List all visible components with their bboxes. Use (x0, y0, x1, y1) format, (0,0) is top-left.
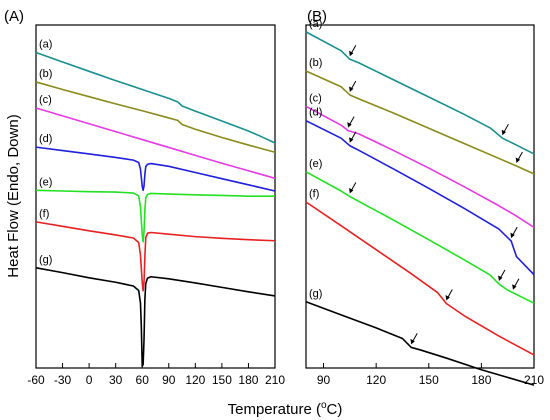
panel-a-label: (A) (4, 8, 24, 25)
curve-b-a (305, 31, 535, 155)
curve-b-f (305, 201, 535, 356)
panel-b-transition-arrows (347, 45, 523, 345)
curve-label: (e) (309, 158, 322, 170)
panel-b-x-axis: 90 120 150 180 210 (317, 363, 544, 387)
x-tick-label: 30 (109, 373, 123, 387)
x-tick-label: 120 (366, 373, 386, 387)
x-tick-label: 0 (86, 373, 93, 387)
transition-arrowhead (501, 129, 507, 136)
x-tick-label: 150 (212, 373, 232, 387)
y-axis-title: Heat Flow (Endo, Down) (5, 114, 22, 277)
curve-a-f (35, 221, 276, 292)
x-tick-label: 120 (185, 373, 205, 387)
x-tick-label: -30 (54, 373, 72, 387)
x-tick-label: 180 (471, 373, 491, 387)
curve-label: (f) (309, 188, 319, 200)
curve-b-e (305, 171, 535, 304)
x-tick-label: 150 (419, 373, 439, 387)
panel-a-curves: (a) (b) (c) (d) (e) (f) (g) (35, 38, 276, 368)
transition-arrowhead (349, 188, 354, 194)
curve-a-e (35, 189, 275, 243)
x-tick-label: -60 (27, 373, 45, 387)
curve-label: (c) (309, 92, 322, 104)
x-tick-label: 90 (162, 373, 176, 387)
curve-label: (d) (309, 107, 322, 119)
curve-label: (a) (309, 18, 322, 30)
panel-b-frame (305, 24, 535, 369)
curve-a-c (35, 107, 276, 180)
transition-arrowhead (445, 295, 450, 301)
x-axis-title-superscript: o (321, 400, 327, 411)
curve-label: (b) (39, 68, 52, 80)
transition-arrowhead (410, 338, 415, 345)
x-tick-label: 210 (265, 373, 285, 387)
x-tick-label: 210 (524, 373, 544, 387)
curve-label: (c) (39, 94, 52, 106)
transition-arrowhead (349, 86, 354, 92)
curve-a-a (35, 51, 276, 144)
transition-arrowhead (512, 284, 517, 290)
curve-b-b (305, 70, 535, 175)
transition-arrowhead (349, 50, 354, 57)
curve-a-b (35, 81, 276, 154)
curve-b-g (305, 301, 535, 386)
panel-b-label: (B) (307, 8, 327, 25)
x-tick-label: 90 (317, 373, 331, 387)
curve-label: (g) (309, 288, 322, 300)
x-axis-title-prefix: Temperature ( (228, 401, 321, 418)
curve-label: (g) (39, 254, 52, 266)
transition-arrowhead (349, 137, 354, 143)
transition-arrowhead (510, 232, 515, 239)
transition-arrowhead (347, 122, 352, 128)
curve-a-g (35, 267, 276, 368)
curve-label: (b) (309, 57, 322, 69)
panel-a-x-axis: -60 -30 0 30 60 90 120 150 180 210 (27, 363, 285, 387)
x-axis-title-suffix: C) (327, 401, 343, 418)
curve-b-c (305, 105, 535, 229)
curve-label: (e) (39, 176, 52, 188)
curve-b-d (305, 119, 535, 276)
transition-arrowhead (498, 275, 503, 281)
curve-a-d (35, 146, 276, 192)
x-tick-label: 180 (238, 373, 258, 387)
transition-arrowhead (515, 157, 521, 163)
curve-label: (d) (39, 133, 52, 145)
curve-label: (f) (39, 208, 49, 220)
x-axis-title: Temperature (oC) (228, 400, 343, 418)
curve-label: (a) (39, 38, 52, 50)
x-tick-label: 60 (136, 373, 150, 387)
panel-b-curves: (a) (b) (c) (d) (e) (f) (g) (305, 18, 535, 386)
